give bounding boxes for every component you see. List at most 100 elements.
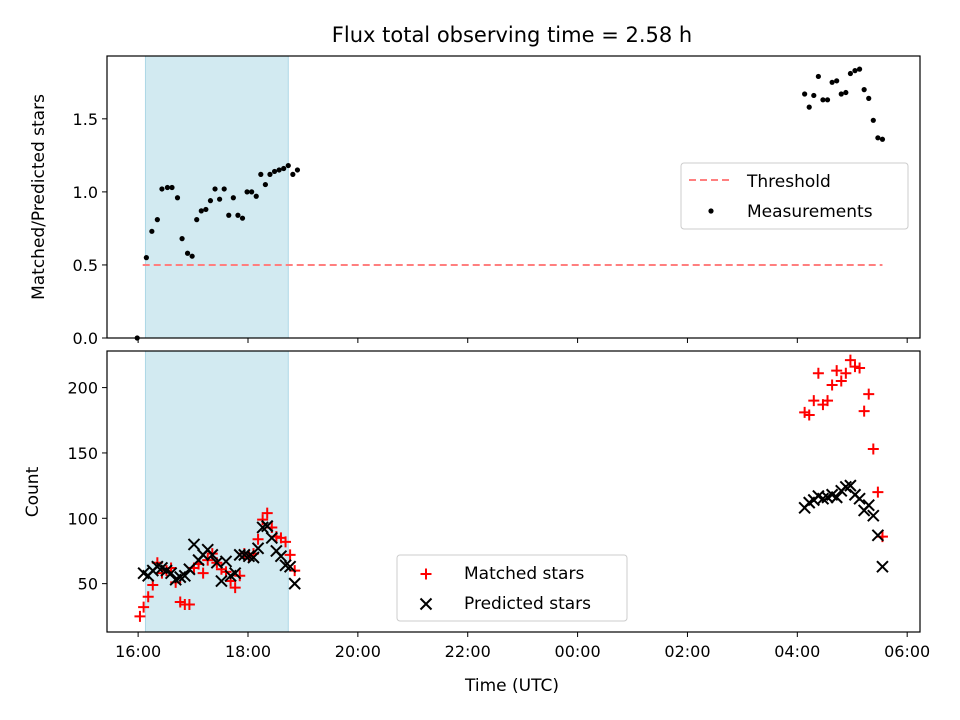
matched-star-point bbox=[134, 610, 146, 622]
measurement-point bbox=[866, 95, 872, 101]
measurement-point bbox=[230, 195, 236, 201]
measurement-point bbox=[267, 171, 273, 177]
y-tick-label: 1.0 bbox=[73, 183, 98, 202]
measurement-point bbox=[829, 79, 835, 85]
legend-box bbox=[680, 162, 909, 230]
predicted-star-point bbox=[261, 519, 274, 533]
matched-star-point bbox=[835, 375, 847, 387]
matched-star-point bbox=[229, 582, 241, 594]
legend-measurements-swatch bbox=[708, 208, 714, 214]
matched-star-point bbox=[142, 591, 154, 603]
predicted-star-point bbox=[830, 491, 843, 504]
predicted-star-point bbox=[238, 548, 251, 562]
measurement-point bbox=[861, 87, 867, 93]
predicted-star-point bbox=[279, 559, 292, 572]
matched-star-point bbox=[812, 367, 824, 379]
predicted-star-point bbox=[876, 560, 889, 573]
measurement-point bbox=[294, 167, 301, 173]
matched-star-point bbox=[261, 507, 273, 519]
measurement-point bbox=[847, 70, 854, 77]
measurement-point bbox=[184, 250, 191, 256]
predicted-star-point bbox=[164, 566, 178, 580]
measurement-point bbox=[249, 189, 255, 195]
measurement-point bbox=[154, 217, 160, 223]
measurement-point bbox=[194, 217, 200, 223]
measurement-point bbox=[852, 68, 858, 74]
measurement-point bbox=[212, 186, 218, 192]
measurement-point bbox=[879, 136, 886, 142]
x-tick-label: 00:00 bbox=[555, 642, 601, 661]
measurement-point bbox=[838, 91, 844, 97]
measurement-point bbox=[824, 97, 831, 103]
legend-threshold-label: Threshold bbox=[746, 172, 831, 192]
y-tick-label: 1.5 bbox=[73, 110, 98, 129]
measurement-point bbox=[221, 186, 227, 192]
x-axis-label: Time (UTC) bbox=[464, 676, 559, 696]
measurement-point bbox=[870, 117, 876, 123]
measurement-point bbox=[875, 135, 881, 141]
x-tick-label: 16:00 bbox=[115, 642, 161, 661]
predicted-star-point bbox=[867, 509, 880, 522]
matched-star-point bbox=[234, 570, 246, 582]
x-tick-label: 02:00 bbox=[664, 642, 710, 661]
matched-star-point bbox=[252, 533, 264, 545]
matched-star-point bbox=[858, 405, 870, 417]
matched-star-point bbox=[822, 395, 834, 407]
x-tick-label: 06:00 bbox=[884, 642, 930, 661]
top-y-axis-label: Matched/Predicted stars bbox=[29, 94, 49, 300]
matched-star-point bbox=[197, 567, 209, 579]
matched-star-point bbox=[872, 486, 884, 498]
predicted-star-point bbox=[247, 551, 260, 564]
matched-star-point bbox=[854, 362, 866, 374]
predicted-star-point bbox=[206, 548, 219, 562]
predicted-star-point bbox=[151, 560, 164, 573]
matched-star-point bbox=[138, 601, 150, 613]
measurement-point bbox=[843, 89, 849, 96]
measurement-point bbox=[244, 189, 250, 195]
matched-star-point bbox=[803, 409, 815, 421]
measurement-point bbox=[198, 208, 204, 214]
predicted-star-point bbox=[178, 569, 192, 583]
measurement-point bbox=[207, 198, 214, 204]
measurement-point bbox=[239, 215, 246, 221]
chart-title: Flux total observing time = 2.58 h bbox=[332, 23, 692, 47]
y-tick-label: 50 bbox=[78, 575, 98, 594]
matched-star-point bbox=[867, 443, 879, 455]
observing-interval-band bbox=[144, 55, 289, 339]
predicted-star-point bbox=[844, 479, 857, 492]
measurement-point bbox=[226, 212, 232, 218]
y-tick-label: 150 bbox=[67, 444, 98, 463]
predicted-star-point bbox=[853, 492, 866, 505]
legend-predicted-label: Predicted stars bbox=[464, 594, 591, 614]
matched-star-point bbox=[183, 599, 195, 611]
matched-star-point bbox=[284, 549, 296, 561]
predicted-star-point bbox=[187, 538, 201, 551]
predicted-star-point bbox=[219, 555, 233, 568]
x-tick-label: 20:00 bbox=[335, 642, 381, 661]
matched-star-point bbox=[863, 388, 875, 400]
matched-star-point bbox=[165, 562, 177, 574]
legend-matched-swatch bbox=[420, 568, 432, 580]
measurement-point bbox=[143, 255, 149, 261]
predicted-star-point bbox=[871, 529, 885, 542]
measurement-point bbox=[164, 184, 171, 191]
matched-star-point bbox=[826, 379, 838, 391]
predicted-star-point bbox=[288, 577, 301, 590]
matched-star-point bbox=[831, 365, 843, 377]
predicted-star-point bbox=[274, 549, 288, 563]
predicted-star-point bbox=[228, 566, 242, 580]
legend: Matched stars Predicted stars bbox=[396, 554, 628, 622]
measurement-point bbox=[802, 91, 808, 97]
predicted-star-point bbox=[256, 521, 269, 534]
measurement-point bbox=[276, 167, 282, 173]
measurement-point bbox=[253, 193, 259, 199]
bottom-y-axis-label: Count bbox=[23, 466, 43, 517]
measurement-point bbox=[262, 181, 268, 188]
legend-matched-label: Matched stars bbox=[464, 564, 584, 584]
measurement-point bbox=[281, 165, 287, 172]
y-tick-label: 0.0 bbox=[73, 329, 98, 348]
y-tick-label: 200 bbox=[67, 379, 98, 398]
measurement-point bbox=[174, 195, 181, 201]
x-tick-label: 22:00 bbox=[445, 642, 491, 661]
